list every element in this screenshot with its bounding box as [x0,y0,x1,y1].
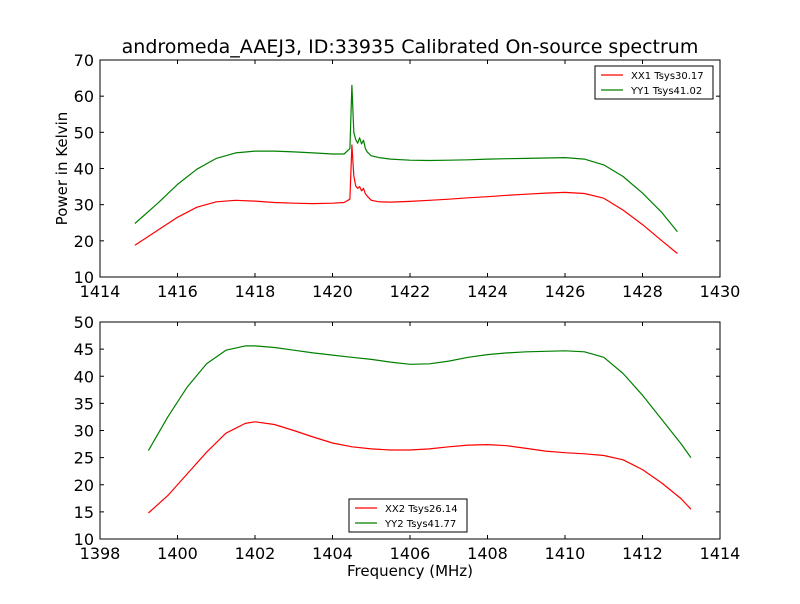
x-tick-label: 1428 [622,282,663,301]
x-tick-label: 1418 [235,282,276,301]
y-tick-label: 35 [74,394,94,413]
y-tick-label: 30 [74,422,94,441]
x-tick-label: 1414 [700,544,741,563]
y-tick-label: 60 [74,87,94,106]
x-tick-label: 1420 [312,282,353,301]
x-tick-label: 1430 [700,282,741,301]
legend-label: YY1 Tsys41.02 [630,86,702,97]
x-tick-label: 1410 [545,544,586,563]
x-tick-label: 1412 [622,544,663,563]
y-tick-label: 70 [74,51,94,70]
legend-frame [594,65,714,100]
x-axis-label: Frequency (MHz) [347,562,473,580]
y-tick-label: 45 [74,340,94,359]
legend: XX2 Tsys26.14 YY2 Tsys41.77 [348,498,468,533]
x-tick-label: 1422 [390,282,431,301]
chart-panel-1: 1414 1416 1418 1420 1422 1424 1426 1428 1430 10 20… [53,51,740,301]
series-line-xx2 [147,421,692,514]
x-tick-label: 1400 [157,544,198,563]
x-tick-label: 1406 [390,544,431,563]
x-tick-label: 1408 [467,544,508,563]
y-tick-label: 40 [74,160,94,179]
legend-frame [348,498,468,533]
series-line-yy1 [134,84,678,233]
series-line-xx1 [134,144,678,254]
y-tick-label: 40 [74,367,94,386]
x-tick-label: 1402 [235,544,276,563]
chart-panel-2: 1398 1400 1402 1404 1406 1408 1410 1412 1414 10 15… [74,313,741,580]
x-tick-label: 1416 [157,282,198,301]
y-tick-label: 30 [74,196,94,215]
legend-label: XX2 Tsys26.14 [385,504,458,515]
y-axis-label: Power in Kelvin [53,112,71,226]
x-tick-label: 1414 [80,282,121,301]
y-tick-label: 20 [74,476,94,495]
x-tick-label: 1424 [467,282,508,301]
y-tick-label: 10 [74,530,94,549]
y-tick-label: 20 [74,232,94,251]
x-tick-label: 1398 [80,544,121,563]
x-tick-label: 1404 [312,544,353,563]
legend: XX1 Tsys30.17 YY1 Tsys41.02 [594,65,714,100]
panels: 1414 1416 1418 1420 1422 1424 1426 1428 1430 10 20… [53,51,740,580]
y-tick-label: 15 [74,503,94,522]
y-tick-label: 10 [74,268,94,287]
y-tick-label: 50 [74,123,94,142]
legend-label: XX1 Tsys30.17 [631,71,704,82]
x-tick-label: 1426 [545,282,586,301]
legend-label: YY2 Tsys41.77 [384,519,456,530]
y-tick-label: 25 [74,449,94,468]
y-tick-label: 50 [74,313,94,332]
series-line-yy2 [147,345,692,458]
figure-title: andromeda_AAEJ3, ID:33935 Calibrated On-… [122,36,699,58]
